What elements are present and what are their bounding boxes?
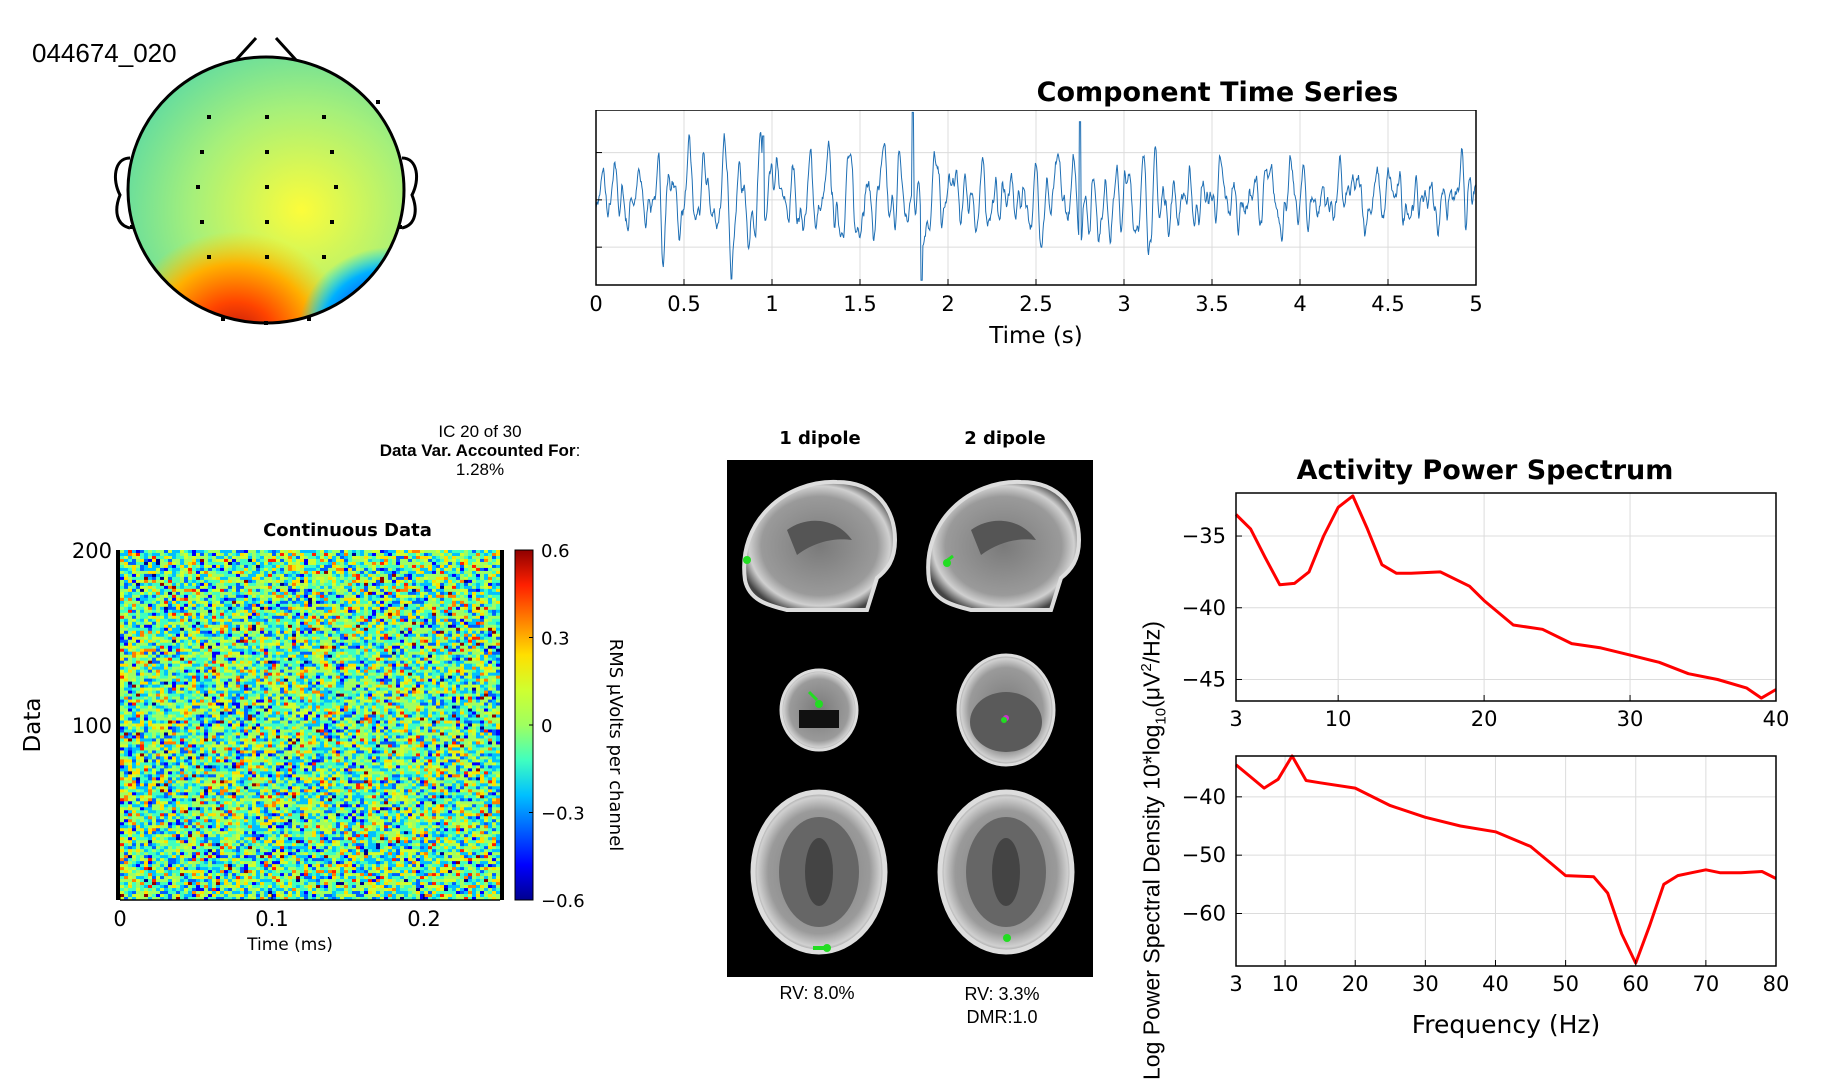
colorbar-tick-label: 0.3 xyxy=(541,629,570,650)
scalp-topography xyxy=(110,30,440,340)
spectrum-bottom-frame xyxy=(1236,756,1776,966)
x-tick-label: 2.5 xyxy=(1019,292,1052,316)
x-tick-label: 60 xyxy=(1622,972,1649,996)
colorbar-tick-label: −0.6 xyxy=(541,891,585,912)
left-border xyxy=(116,550,120,900)
spectrum-ylabel: Log Power Spectral Density 10*log10(μV2/… xyxy=(1138,520,1169,1080)
heatmap-cells xyxy=(120,550,500,900)
y-tick-label: −40 xyxy=(1182,596,1226,620)
time-series-chart: 00.511.522.533.544.550.10−0.1Time (s)μV xyxy=(590,110,1770,415)
x-axis-label: Time (ms) xyxy=(246,935,333,955)
x-tick-label: 4 xyxy=(1293,292,1306,316)
spectrum-top-line xyxy=(1236,496,1776,698)
continuous-data-chart: 200 100 Data 0 0.1 0.2 Time (ms) 0.6 0.3 0 −0.3 −0.… xyxy=(20,530,720,1040)
x-tick-label: 3.5 xyxy=(1195,292,1228,316)
residual-variance-2: RV: 3.3% xyxy=(912,983,1092,1006)
colorbar-tick-label: 0.6 xyxy=(541,541,570,562)
x-tick-label: 30 xyxy=(1412,972,1439,996)
dipole-marker xyxy=(1003,934,1011,942)
ic-index: IC 20 of 30 xyxy=(330,422,630,441)
x-tick-label: 0.5 xyxy=(667,292,700,316)
x-tick-label: 3 xyxy=(1229,707,1242,731)
x-axis-label: Frequency (Hz) xyxy=(1412,1010,1601,1039)
x-tick-label: 2 xyxy=(941,292,954,316)
spectrum-top-frame xyxy=(1236,493,1776,701)
x-tick-label: 20 xyxy=(1471,707,1498,731)
coronal-slice-1 xyxy=(781,670,857,750)
x-tick-label: 20 xyxy=(1342,972,1369,996)
y-axis-label: Data xyxy=(20,698,46,753)
time-series-title: Component Time Series xyxy=(690,77,1745,108)
x-axis-label: Time (s) xyxy=(988,323,1083,349)
variance-label: Data Var. Accounted For xyxy=(380,441,576,460)
y-tick-label: 100 xyxy=(72,714,112,738)
dipole-marker xyxy=(943,559,951,567)
colorbar-label: RMS μVolts per channel xyxy=(605,639,626,852)
dipole-marker xyxy=(823,944,831,952)
x-tick-label: 0 xyxy=(590,292,603,316)
axial-slice-2 xyxy=(940,792,1072,952)
x-tick-label: 3 xyxy=(1117,292,1130,316)
x-tick-label: 3 xyxy=(1229,972,1242,996)
x-tick-label: 40 xyxy=(1763,707,1790,731)
x-tick-label: 1 xyxy=(765,292,778,316)
right-border xyxy=(500,550,504,900)
y-tick-label: −60 xyxy=(1182,902,1226,926)
y-tick-label: 200 xyxy=(72,539,112,563)
spectrum-bottom-line xyxy=(1236,756,1776,963)
x-tick-label: 0.1 xyxy=(255,907,288,931)
variance-value: 1.28% xyxy=(330,460,630,479)
x-tick-label: 30 xyxy=(1617,707,1644,731)
y-tick-label: −45 xyxy=(1182,667,1226,691)
dipole-marker xyxy=(815,700,823,708)
x-tick-label: 4.5 xyxy=(1371,292,1404,316)
dipole-mri-panel xyxy=(727,460,1093,977)
residual-variance-1: RV: 8.0% xyxy=(727,983,907,1004)
x-tick-label: 40 xyxy=(1482,972,1509,996)
ic-info: IC 20 of 30 Data Var. Accounted For: 1.2… xyxy=(330,422,630,479)
y-tick-label: −50 xyxy=(1182,843,1226,867)
x-tick-label: 0.2 xyxy=(407,907,440,931)
colorbar-tick-label: −0.3 xyxy=(541,804,585,825)
dipole-marker xyxy=(1001,717,1007,723)
dipole-col2-title: 2 dipole xyxy=(910,428,1100,449)
x-tick-label: 10 xyxy=(1325,707,1352,731)
x-tick-label: 0 xyxy=(113,907,126,931)
dipole-moment-ratio: DMR:1.0 xyxy=(912,1006,1092,1029)
axial-slice-1 xyxy=(753,792,885,952)
dipole-col1-title: 1 dipole xyxy=(725,428,915,449)
colorbar-tick-label: 0 xyxy=(541,716,552,737)
y-tick-label: −40 xyxy=(1182,785,1226,809)
dipole-marker xyxy=(743,556,751,564)
y-tick-label: −35 xyxy=(1182,524,1226,548)
x-tick-label: 1.5 xyxy=(843,292,876,316)
x-tick-label: 5 xyxy=(1469,292,1482,316)
x-tick-label: 80 xyxy=(1763,972,1790,996)
x-tick-label: 50 xyxy=(1552,972,1579,996)
coronal-slice-2 xyxy=(958,655,1054,765)
x-tick-label: 70 xyxy=(1693,972,1720,996)
dipole-2-stats: RV: 3.3% DMR:1.0 xyxy=(912,983,1092,1029)
x-tick-label: 10 xyxy=(1272,972,1299,996)
